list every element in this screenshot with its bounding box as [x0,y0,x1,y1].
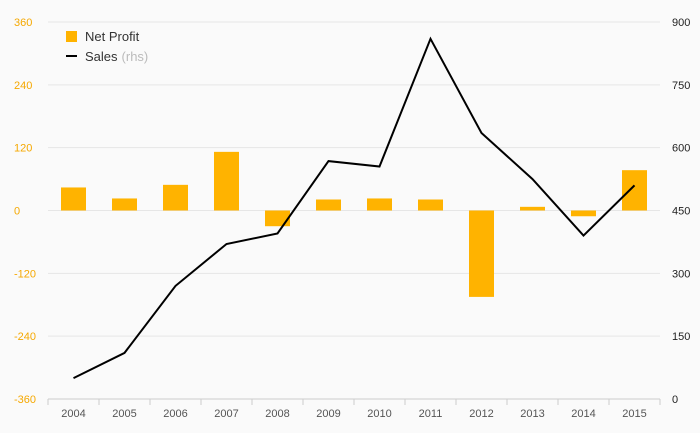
y-right-tick-label: 450 [672,206,690,218]
x-tick-label: 2005 [112,408,136,420]
bar-net-profit [265,210,290,227]
y-right-tick-label: 900 [672,17,690,29]
legend-item-net-profit: Net Profit [66,26,148,46]
x-tick-label: 2012 [469,408,493,420]
y-left-tick-label: -240 [14,331,36,343]
y-right-tick-label: 600 [672,143,690,155]
x-tick-label: 2006 [163,408,187,420]
x-tick-label: 2010 [367,408,391,420]
legend: Net Profit Sales (rhs) [66,26,148,66]
y-left-tick-label: -120 [14,268,36,280]
bar-net-profit [571,210,596,217]
legend-note-rhs: (rhs) [121,48,149,64]
x-tick-label: 2011 [419,408,443,420]
y-left-tick-label: 120 [14,143,32,155]
y-left-tick-label: 0 [14,206,20,218]
bar-net-profit [214,151,239,211]
legend-label-sales: Sales [85,48,118,64]
bar-net-profit [367,198,392,211]
x-tick-label: 2013 [520,408,544,420]
y-right-tick-label: 150 [672,331,690,343]
legend-label-net-profit: Net Profit [85,28,140,44]
y-left-tick-label: -360 [14,394,36,406]
legend-swatch-sales [66,55,77,57]
legend-swatch-net-profit [66,30,77,42]
x-tick-label: 2007 [214,408,238,420]
legend-item-sales: Sales (rhs) [66,46,148,66]
y-right-tick-label: 0 [672,394,678,406]
bar-net-profit [622,170,647,211]
x-tick-label: 2008 [265,408,289,420]
y-right-tick-label: 750 [672,80,690,92]
bar-net-profit [418,199,443,211]
x-tick-label: 2009 [316,408,340,420]
bar-net-profit [316,199,341,211]
line-sales [73,36,636,379]
bar-net-profit [520,206,545,211]
bar-net-profit [163,184,188,211]
x-tick-label: 2014 [571,408,595,420]
bar-net-profit [112,198,137,211]
x-tick-label: 2015 [622,408,646,420]
bar-net-profit [469,210,494,297]
y-left-tick-label: 360 [14,17,32,29]
x-tick-label: 2004 [61,408,85,420]
bar-net-profit [61,187,86,211]
y-right-tick-label: 300 [672,268,690,280]
y-left-tick-label: 240 [14,80,32,92]
